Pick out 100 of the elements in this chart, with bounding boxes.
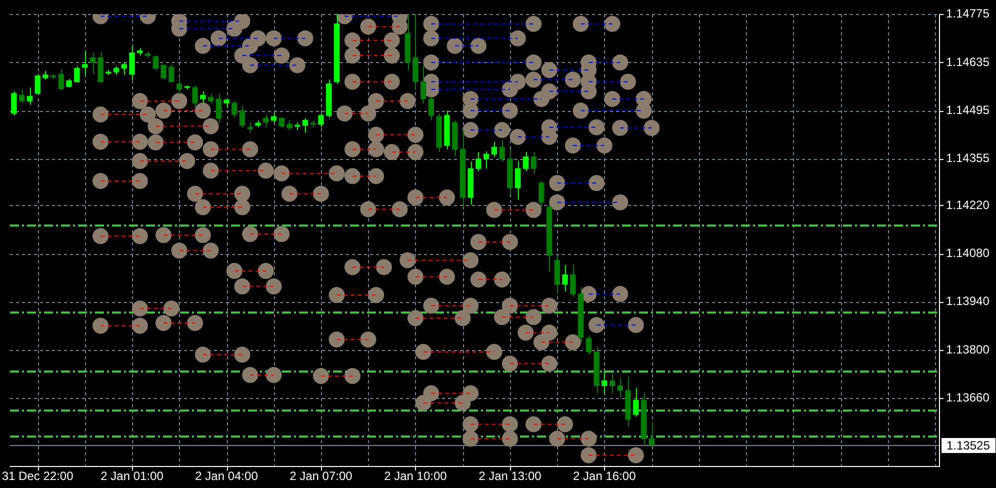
point: [392, 201, 408, 218]
candlestick: [538, 180, 544, 208]
candlestick: [648, 422, 654, 448]
y-tick-label: 1.14495: [946, 102, 990, 117]
point: [470, 272, 486, 288]
point: [502, 356, 518, 372]
point: [202, 162, 219, 179]
candlestick: [34, 74, 40, 94]
candlestick: [530, 152, 536, 174]
candlestick: [633, 387, 639, 418]
candlestick: [602, 370, 608, 394]
point: [549, 430, 566, 447]
candlestick: [74, 66, 80, 84]
point: [604, 90, 620, 107]
point: [494, 272, 510, 288]
point: [415, 394, 432, 411]
candlestick: [98, 51, 104, 84]
point: [407, 310, 424, 326]
x-tick-label: 2 Jan 13:00: [478, 469, 542, 484]
candlestick: [554, 254, 560, 294]
point: [580, 430, 597, 447]
point: [462, 252, 479, 268]
candlestick: [578, 286, 584, 343]
point: [612, 194, 628, 210]
point: [234, 186, 250, 202]
y-tick-label: 1.14635: [946, 54, 990, 69]
x-tick-label: 31 Dec 22:00: [2, 469, 74, 484]
point: [148, 134, 164, 150]
point: [470, 234, 486, 250]
point: [92, 318, 109, 334]
candlestick: [184, 86, 190, 90]
point: [194, 227, 211, 244]
point: [423, 298, 440, 314]
point: [400, 252, 416, 268]
point: [234, 278, 250, 294]
point: [526, 54, 542, 70]
point: [526, 202, 542, 218]
point: [344, 74, 360, 90]
point: [92, 228, 109, 244]
point: [549, 194, 566, 210]
point: [92, 134, 109, 150]
point: [526, 416, 542, 432]
point: [486, 344, 502, 360]
point: [328, 331, 345, 348]
candlestick: [18, 88, 25, 104]
candlestick: [216, 94, 222, 124]
candlestick: [586, 334, 592, 356]
point: [187, 314, 204, 331]
point: [171, 93, 188, 110]
candlestick: [208, 94, 214, 104]
point: [462, 416, 479, 432]
point: [502, 416, 518, 432]
candlestick: [247, 122, 253, 134]
point: [462, 430, 479, 447]
candlestick: [239, 105, 246, 128]
point: [368, 168, 384, 184]
candlestick: [625, 376, 631, 427]
point: [132, 152, 148, 169]
point: [438, 268, 455, 285]
point: [344, 259, 360, 276]
y-tick-label: 1.14080: [946, 246, 990, 260]
point: [423, 30, 440, 46]
candlestick: [428, 96, 434, 121]
point: [234, 346, 250, 363]
point: [384, 74, 400, 90]
x-tick-label: 2 Jan 01:00: [100, 469, 164, 484]
x-tick-label: 2 Jan 10:00: [384, 469, 448, 484]
y-tick-label: 1.13660: [946, 390, 990, 405]
point: [384, 48, 400, 64]
point: [132, 134, 148, 150]
point: [312, 368, 329, 384]
point: [132, 172, 148, 189]
candlestick: [90, 52, 96, 75]
point: [242, 366, 258, 383]
point: [368, 287, 384, 304]
point: [502, 234, 518, 250]
point: [407, 268, 424, 285]
point: [384, 144, 400, 160]
candlestick: [334, 14, 340, 84]
point: [226, 262, 242, 279]
y-tick-label: 1.14220: [946, 198, 990, 212]
candlestick: [278, 118, 284, 128]
ref-line-label: 1.13525: [946, 438, 990, 452]
candlestick: [483, 150, 490, 170]
candlestick: [168, 64, 174, 82]
point: [156, 314, 172, 331]
point: [368, 141, 384, 158]
point: [266, 278, 282, 294]
candlestick: [594, 346, 600, 394]
point: [628, 447, 644, 464]
point: [336, 105, 353, 122]
candlestick: [617, 378, 623, 398]
point: [92, 106, 109, 122]
point: [510, 128, 526, 145]
candlestick: [468, 161, 474, 205]
candlestick: [444, 110, 450, 150]
candlestick: [113, 66, 120, 76]
candlestick: [224, 98, 230, 108]
point: [360, 201, 376, 218]
point: [132, 300, 148, 316]
